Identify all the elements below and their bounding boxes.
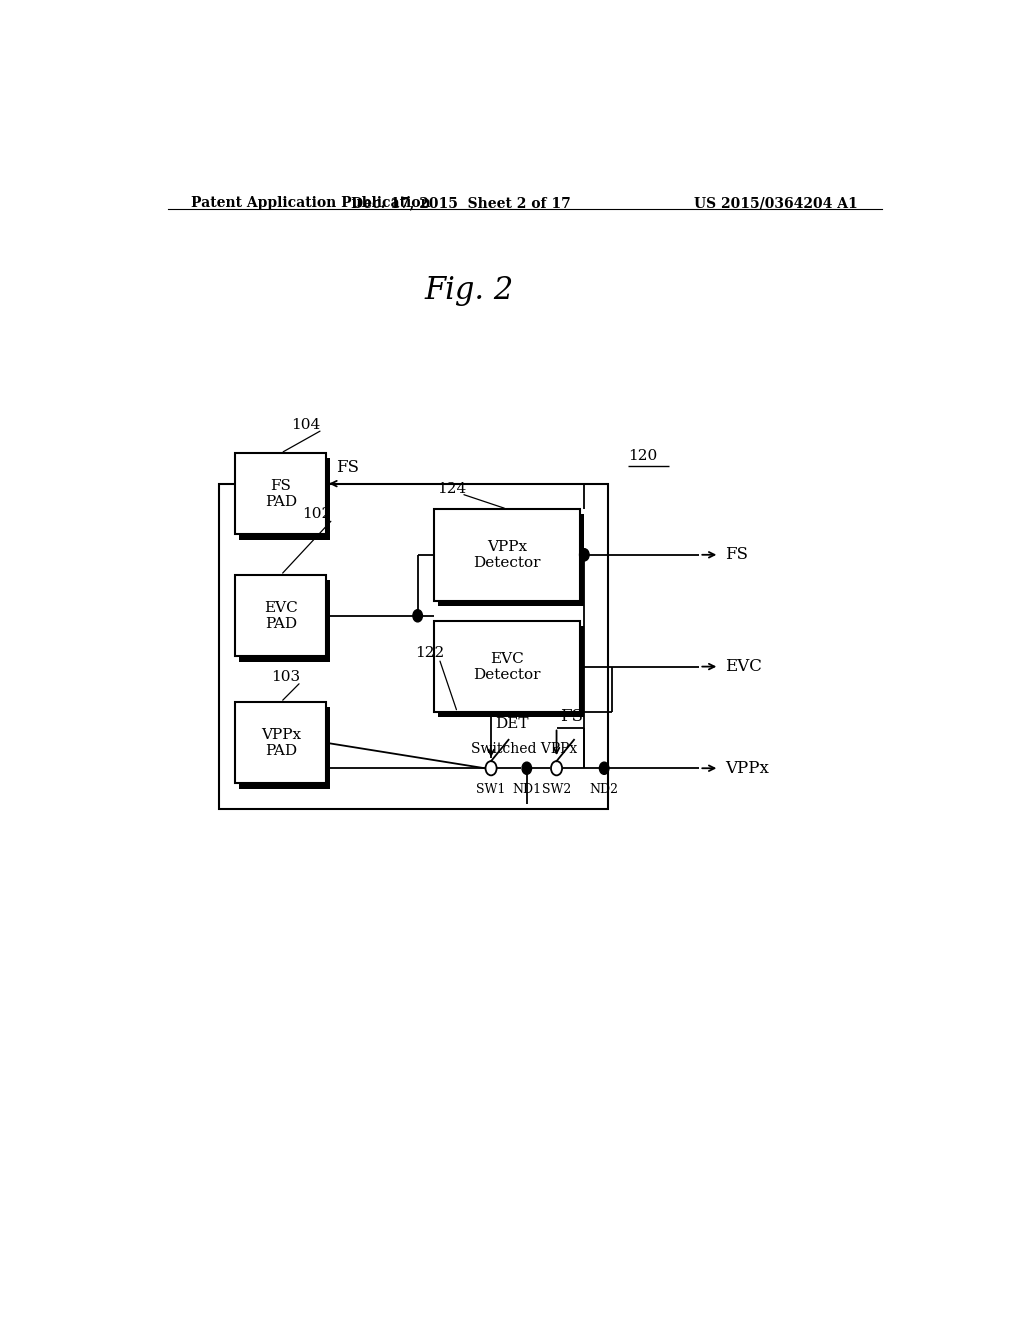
- Bar: [240, 458, 331, 540]
- Text: Patent Application Publication: Patent Application Publication: [191, 195, 431, 210]
- Bar: [433, 620, 581, 713]
- Text: ND1: ND1: [512, 784, 542, 796]
- Text: 124: 124: [437, 482, 467, 496]
- Text: 102: 102: [303, 507, 332, 521]
- Text: DET: DET: [495, 718, 528, 731]
- Text: EVC
Detector: EVC Detector: [473, 652, 541, 681]
- Text: EVC: EVC: [725, 659, 762, 675]
- Bar: [437, 626, 585, 718]
- Text: VPPx
Detector: VPPx Detector: [473, 540, 541, 570]
- Text: VPPx
PAD: VPPx PAD: [261, 727, 301, 758]
- Bar: [240, 708, 331, 788]
- Text: Switched VPPx: Switched VPPx: [471, 742, 577, 756]
- Text: FS: FS: [725, 546, 748, 564]
- Text: SW1: SW1: [476, 784, 506, 796]
- Bar: [236, 576, 327, 656]
- Circle shape: [580, 549, 589, 561]
- Text: US 2015/0364204 A1: US 2015/0364204 A1: [694, 195, 858, 210]
- Text: 104: 104: [291, 417, 319, 432]
- Text: VPPx: VPPx: [725, 760, 769, 776]
- Bar: [236, 453, 327, 535]
- Circle shape: [413, 610, 423, 622]
- Text: 103: 103: [270, 669, 300, 684]
- Bar: [236, 702, 327, 784]
- Bar: [437, 515, 585, 606]
- Circle shape: [551, 762, 562, 775]
- Text: Dec. 17, 2015  Sheet 2 of 17: Dec. 17, 2015 Sheet 2 of 17: [351, 195, 571, 210]
- Text: FS: FS: [560, 708, 584, 725]
- Circle shape: [485, 762, 497, 775]
- Text: 120: 120: [628, 449, 657, 463]
- Circle shape: [599, 762, 609, 775]
- Text: EVC
PAD: EVC PAD: [264, 601, 298, 631]
- Text: FS: FS: [336, 458, 359, 475]
- Text: FS
PAD: FS PAD: [265, 479, 297, 510]
- Circle shape: [522, 762, 531, 775]
- Text: ND2: ND2: [590, 784, 618, 796]
- Text: 122: 122: [416, 647, 444, 660]
- Bar: [433, 510, 581, 601]
- Text: SW2: SW2: [542, 784, 571, 796]
- Bar: [240, 581, 331, 661]
- Text: Fig. 2: Fig. 2: [425, 275, 514, 306]
- Bar: [219, 483, 608, 809]
